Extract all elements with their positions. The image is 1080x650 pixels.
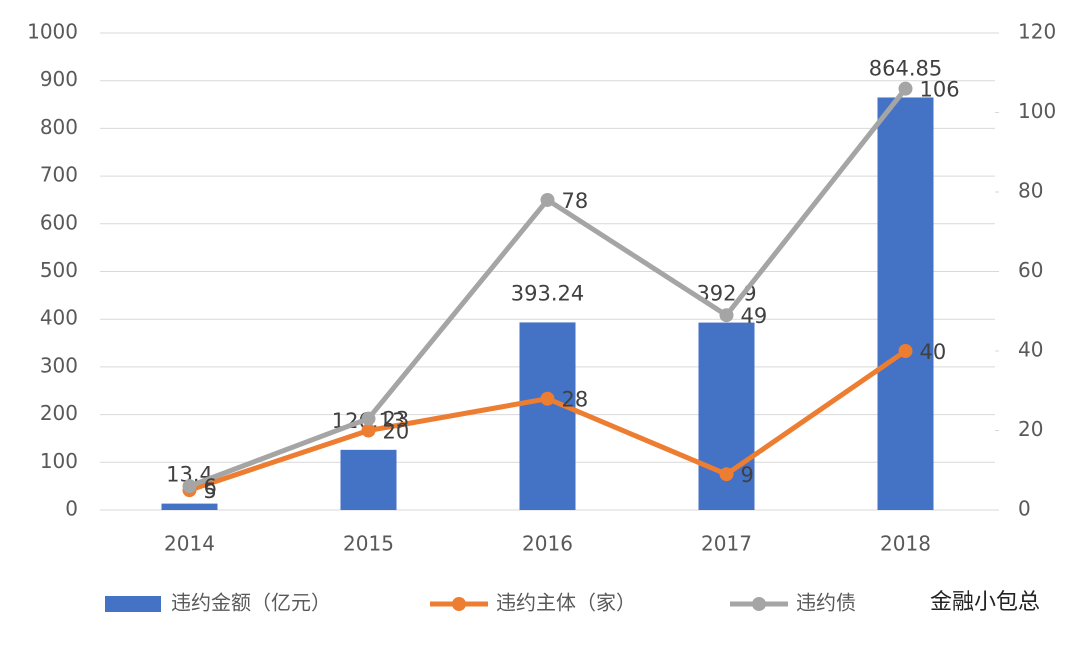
data-label: 106 [920, 78, 960, 102]
point [719, 308, 734, 323]
data-label: 28 [562, 388, 589, 412]
point [182, 479, 197, 494]
legend-label: 违约债 [796, 591, 856, 615]
y2-tick-label: 120 [1018, 20, 1056, 44]
bar [519, 322, 576, 510]
x-tick-label: 2015 [343, 532, 394, 556]
x-tick-label: 2017 [701, 532, 752, 556]
point [540, 391, 555, 406]
y-tick-label: 900 [40, 67, 78, 91]
x-tick-label: 2014 [164, 532, 215, 556]
y2-tick-label: 100 [1018, 99, 1056, 123]
data-label: 5 [204, 479, 217, 503]
point [719, 467, 734, 482]
legend-swatch [105, 596, 161, 612]
legend-label: 违约金额（亿元） [171, 591, 331, 615]
legend-label: 违约主体（家） [496, 591, 636, 615]
bar [161, 503, 218, 510]
data-label: 20 [383, 420, 410, 444]
data-label: 393.24 [511, 281, 584, 305]
y-tick-label: 700 [40, 163, 78, 187]
legend-swatch [752, 597, 766, 611]
data-label: 23 [383, 408, 410, 432]
point [540, 192, 555, 207]
data-label: 78 [562, 189, 589, 213]
legend-swatch [452, 597, 466, 611]
point [361, 423, 376, 438]
data-label: 6 [204, 475, 217, 499]
y-tick-label: 100 [40, 449, 78, 473]
y2-tick-label: 60 [1018, 258, 1043, 282]
y-tick-label: 0 [65, 497, 78, 521]
data-label: 9 [741, 463, 754, 487]
point [898, 344, 913, 358]
y2-tick-label: 20 [1018, 417, 1043, 441]
x-tick-label: 2016 [522, 532, 573, 556]
y-tick-label: 200 [40, 401, 78, 425]
y-tick-label: 400 [40, 306, 78, 330]
data-label: 40 [920, 340, 947, 364]
x-tick-label: 2018 [880, 532, 931, 556]
y2-tick-label: 0 [1018, 497, 1031, 521]
data-label: 864.85 [869, 56, 942, 80]
y-tick-label: 1000 [27, 20, 78, 44]
data-label: 49 [741, 304, 768, 328]
y-tick-label: 600 [40, 210, 78, 234]
bar [877, 97, 934, 510]
y-tick-label: 500 [40, 258, 78, 282]
y-tick-label: 300 [40, 353, 78, 377]
y-tick-label: 800 [40, 115, 78, 139]
y2-tick-label: 40 [1018, 338, 1043, 362]
y2-tick-label: 80 [1018, 179, 1043, 203]
point [361, 411, 376, 426]
bar [340, 449, 397, 510]
point [898, 81, 913, 96]
watermark: 金融小包总 [930, 590, 1040, 615]
